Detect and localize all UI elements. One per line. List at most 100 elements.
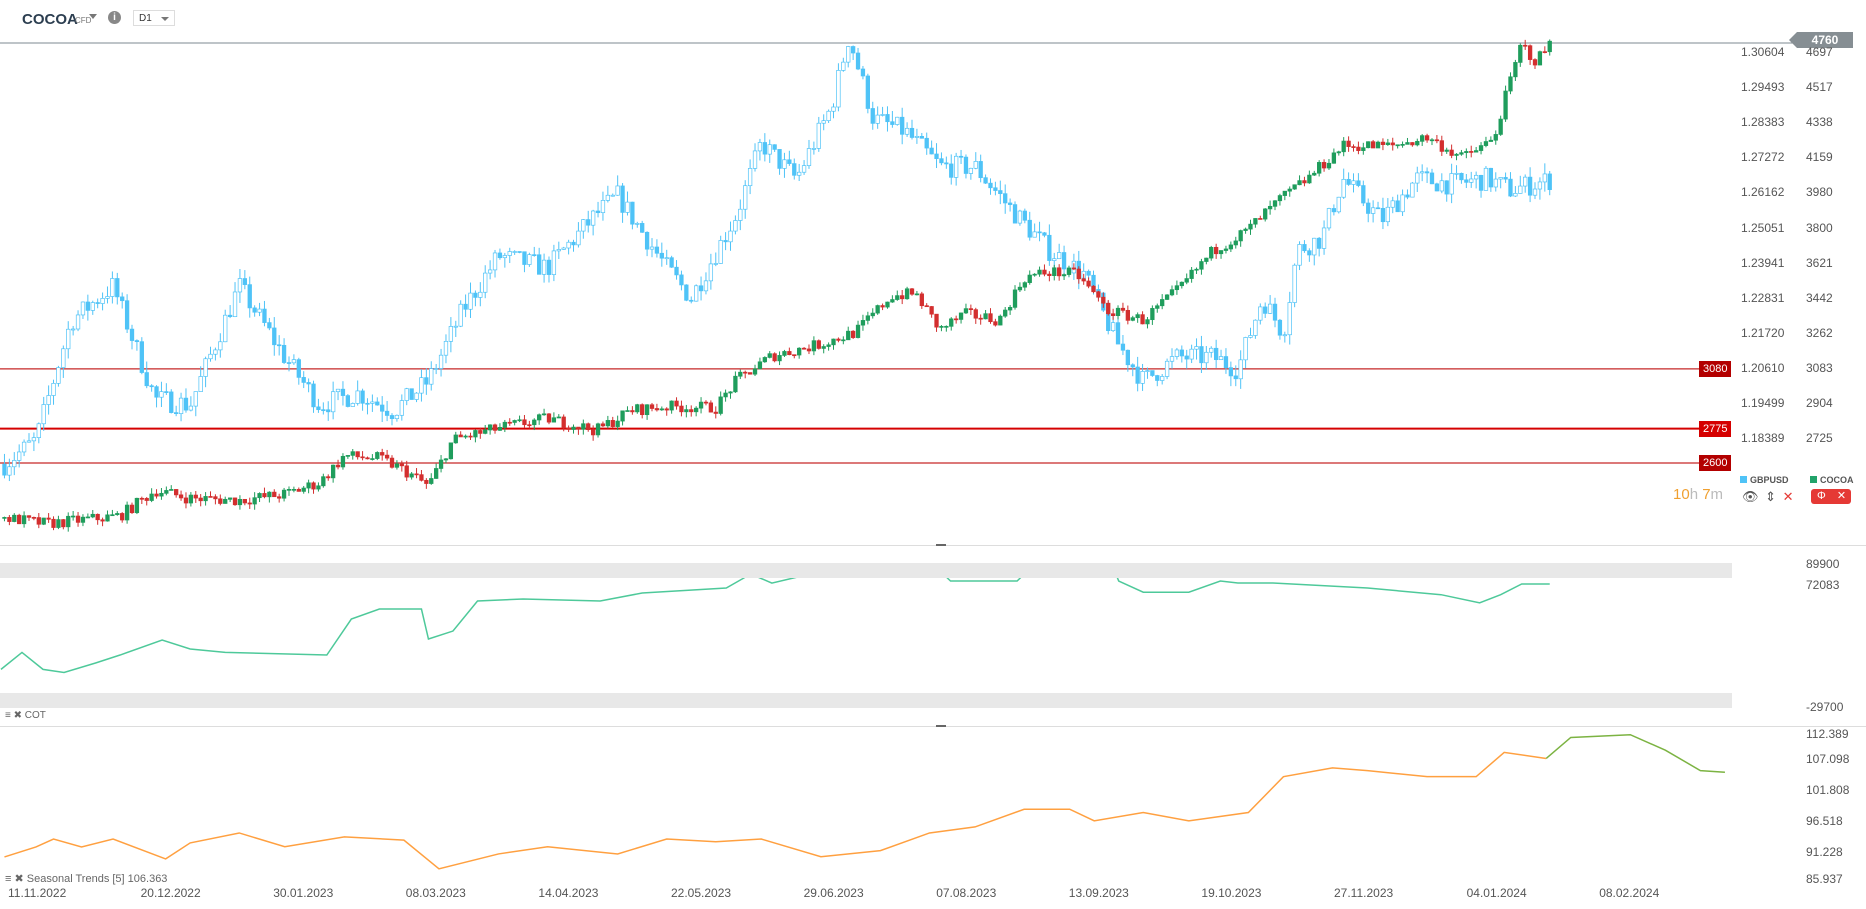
symbol-name[interactable]: COCOA (22, 11, 78, 28)
gbpusd-candle (1385, 206, 1390, 223)
cocoa-candle (1052, 267, 1057, 277)
cot-axis-label: 89900 (1806, 557, 1840, 571)
cocoa-candle (208, 496, 213, 498)
cocoa-candle (178, 494, 184, 499)
gbpusd-candle (1390, 200, 1395, 208)
cocoa-candle (267, 491, 272, 498)
cocoa-candle (1346, 140, 1351, 147)
cocoa-candle (36, 517, 41, 525)
cocoa-candle (689, 409, 694, 413)
remove-series-icon[interactable]: ✕ (1782, 489, 1794, 504)
gbpusd-candle (659, 252, 664, 259)
cocoa-candle (1160, 299, 1165, 307)
gbpusd-candle (904, 127, 910, 135)
cocoa-candle (85, 516, 91, 519)
panel-divider[interactable] (0, 545, 1866, 546)
cocoa-candle (752, 368, 758, 375)
cocoa-candle (46, 517, 51, 520)
cocoa-candle (247, 502, 252, 505)
cocoa-candle (12, 514, 17, 522)
cot-indicator-label: ≡ ✖ COT (5, 710, 46, 721)
indicator-menu-icon[interactable]: ≡ (5, 873, 12, 885)
seasonal-axis-label: 101.808 (1806, 783, 1850, 797)
indicator-menu-icon[interactable]: ≡ (5, 710, 11, 721)
gbpusd-candle (841, 61, 846, 71)
gbpusd-candle (752, 150, 758, 169)
cocoa-candle (664, 408, 669, 411)
cocoa-candle (389, 457, 395, 468)
remove-cocoa-icon[interactable]: ✕ (1836, 490, 1847, 502)
cocoa-candle (316, 485, 321, 490)
gbpusd-candle (1218, 356, 1224, 361)
gbpusd-candle (1508, 178, 1513, 197)
gbpusd-candle (924, 137, 929, 149)
cocoa-candle (355, 451, 360, 458)
gbpusd-candle (12, 460, 17, 468)
legend-cocoa[interactable]: COCOA (1810, 475, 1854, 485)
info-icon[interactable]: i (108, 11, 121, 24)
reorder-icon[interactable]: ⇕ (1765, 489, 1777, 504)
cocoa-candle (1164, 294, 1170, 300)
gbpusd-candle (777, 149, 782, 169)
cocoa-candle (262, 493, 267, 498)
gbpusd-candle (1258, 306, 1263, 321)
cocoa-candle (855, 324, 861, 338)
gbpusd-candle (850, 46, 856, 54)
instrument-type: CFD (75, 16, 92, 25)
gbpusd-candle (1405, 194, 1410, 198)
cocoa-candle (257, 493, 262, 499)
cocoa-candle (272, 491, 277, 498)
eye-icon[interactable]: 👁 (1742, 489, 1759, 504)
cocoa-candle (1410, 142, 1415, 146)
cocoa-candle (1027, 274, 1032, 283)
resize-handle[interactable] (936, 725, 946, 727)
cocoa-candle (1478, 145, 1484, 151)
cocoa-candle (1233, 240, 1238, 246)
gbpusd-candle (90, 302, 95, 311)
panel-divider[interactable] (0, 726, 1866, 727)
gbpusd-candle (1277, 319, 1283, 336)
gbpusd-candle (384, 410, 390, 416)
gbpusd-candle (1444, 180, 1449, 195)
cocoa-candle (1071, 267, 1077, 270)
cocoa-candle (1424, 135, 1430, 141)
cocoa-candle (561, 416, 566, 429)
cocoa-candle (159, 492, 164, 497)
gbpusd-candle (581, 219, 586, 232)
gbpusd-candle (772, 144, 777, 150)
cocoa-candle (1243, 228, 1248, 231)
candle-style-icon[interactable]: Φ (1817, 490, 1826, 502)
gbpusd-candle (188, 405, 194, 411)
gbpusd-candle (694, 285, 699, 302)
cocoa-candle (183, 497, 189, 504)
timeframe-select[interactable]: D1 (133, 10, 175, 26)
gbpusd-candle (193, 391, 198, 407)
cocoa-candle (1415, 140, 1420, 146)
gbpusd-candle (463, 303, 468, 310)
gbpusd-candle (345, 395, 351, 407)
cocoa-candle (1267, 205, 1273, 210)
cocoa-candle (41, 517, 46, 525)
cocoa-candle (1483, 141, 1489, 146)
remove-indicator-icon[interactable]: ✖ (14, 873, 24, 885)
gbpusd-candle (988, 182, 993, 189)
cocoa-candle (1488, 139, 1494, 142)
cocoa-candle (718, 396, 723, 414)
cocoa-candle (139, 497, 144, 500)
gbpusd-candle (811, 148, 817, 150)
cocoa-candle (865, 315, 870, 321)
resize-handle[interactable] (936, 544, 946, 546)
cocoa-candle (556, 416, 561, 419)
gbpusd-candle (522, 251, 527, 265)
legend-gbpusd[interactable]: GBPUSD (1740, 475, 1789, 485)
gbpusd-candle (689, 299, 694, 302)
remove-indicator-icon[interactable]: ✖ (13, 710, 23, 721)
gbpusd-candle (747, 168, 753, 187)
symbol-dropdown-caret-icon[interactable] (89, 14, 97, 19)
cocoa-candle (904, 288, 910, 300)
cocoa-candle (286, 489, 292, 491)
gbpusd-candle (434, 368, 439, 370)
gbpusd-candle (703, 280, 709, 292)
cocoa-candle (792, 354, 797, 357)
